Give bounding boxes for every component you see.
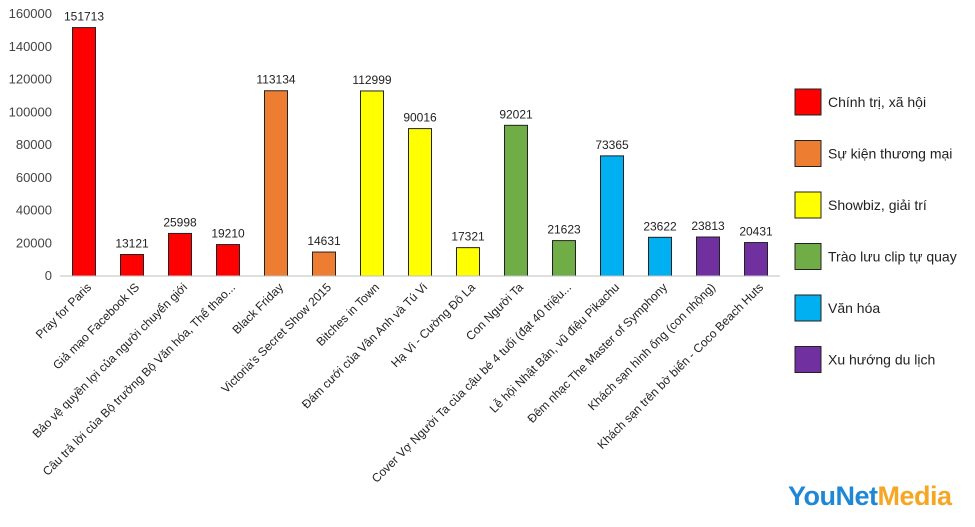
x-tick-label: Hạ Vi - Cường Đô La — [388, 280, 478, 370]
bar — [312, 251, 336, 277]
legend-swatch — [794, 243, 822, 270]
data-label: 112999 — [352, 73, 391, 87]
legend: Chính trị, xã hội Sự kiện thương mại Showb… — [794, 88, 957, 373]
legend-swatch — [794, 294, 822, 322]
brand-logo-part2: Media — [877, 481, 953, 511]
bar — [696, 236, 720, 277]
bar — [360, 90, 384, 277]
legend-swatch — [794, 140, 822, 167]
x-tick-label: Khách sạn trên bờ biển - Coco Beach Huts — [595, 280, 767, 452]
legend-label: Showbiz, giải trí — [828, 197, 927, 213]
brand-logo-part1: YouNet — [788, 481, 878, 511]
bar — [456, 247, 480, 277]
bars — [72, 27, 768, 277]
bar — [552, 240, 576, 277]
data-label: 13121 — [115, 237, 149, 251]
y-tick-label: 40000 — [16, 203, 52, 218]
bar — [216, 244, 240, 277]
bar — [72, 27, 96, 277]
data-label: 21623 — [547, 223, 581, 237]
data-label: 25998 — [163, 215, 197, 229]
x-tick-label: Giả mạo Facebook IS — [50, 280, 142, 372]
data-label: 14631 — [307, 234, 341, 248]
data-label: 90016 — [403, 111, 437, 125]
legend-label: Xu hướng du lịch — [828, 352, 935, 368]
y-tick-label: 0 — [45, 268, 52, 283]
y-tick-label: 60000 — [16, 170, 52, 185]
bar — [648, 236, 672, 277]
bar — [600, 155, 624, 277]
y-tick-label: 120000 — [9, 72, 52, 87]
legend-label: Văn hóa — [828, 300, 880, 316]
data-label: 92021 — [499, 107, 533, 121]
legend-swatch — [794, 88, 822, 116]
legend-label: Sự kiện thương mại — [828, 146, 952, 162]
data-label: 73365 — [595, 138, 629, 152]
data-label: 20431 — [739, 225, 773, 239]
y-tick-label: 80000 — [16, 137, 52, 152]
data-label: 17321 — [451, 230, 485, 244]
data-labels: 151713 13121 25998 19210 113134 14631 112999 90… — [64, 10, 773, 251]
bar — [744, 242, 768, 277]
data-label: 151713 — [64, 10, 104, 24]
data-label: 23813 — [691, 219, 725, 233]
data-label: 113134 — [256, 73, 295, 87]
data-label: 19210 — [211, 227, 245, 241]
bar — [120, 254, 144, 277]
legend-label: Chính trị, xã hội — [828, 94, 926, 110]
y-tick-label: 100000 — [9, 104, 52, 119]
y-axis-ticks: 0 20000 40000 60000 80000 100000 120000 140000 1… — [9, 6, 52, 283]
bar — [168, 232, 192, 277]
legend-swatch — [794, 346, 822, 373]
legend-swatch — [794, 191, 822, 219]
bar — [264, 90, 288, 277]
bar — [504, 124, 528, 277]
bar — [408, 128, 432, 277]
y-tick-label: 140000 — [9, 39, 52, 54]
data-label: 23622 — [643, 219, 677, 233]
y-tick-label: 20000 — [16, 235, 52, 250]
brand-logo: YouNetMedia — [788, 481, 952, 512]
legend-label: Trào lưu clip tự quay — [828, 249, 957, 265]
y-tick-label: 160000 — [9, 6, 52, 21]
